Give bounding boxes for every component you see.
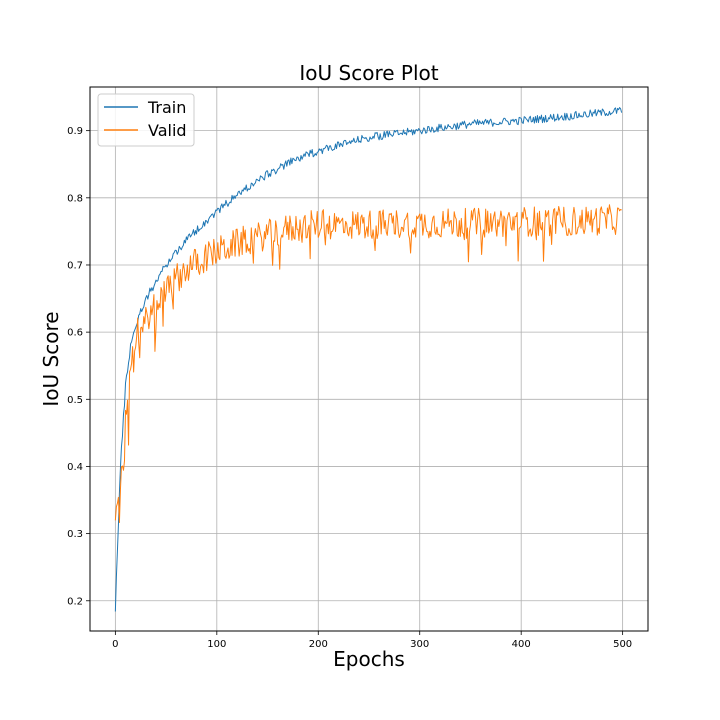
y-tick-label: 0.3: [67, 529, 83, 540]
x-tick-label: 400: [512, 639, 531, 650]
legend: Train Valid: [97, 93, 195, 147]
chart-title: IoU Score Plot: [299, 61, 438, 85]
legend-label-train: Train: [147, 98, 186, 117]
ticks: 0 100 200 300 400 500 0.2 0.3 0.4 0.5 0.6 0.7 0.8 0.9: [67, 126, 632, 650]
legend-label-valid: Valid: [148, 121, 187, 140]
y-axis-label: IoU Score: [39, 311, 63, 406]
y-tick-label: 0.9: [67, 126, 83, 137]
x-tick-label: 0: [112, 639, 118, 650]
y-tick-label: 0.4: [67, 462, 83, 473]
x-tick-label: 300: [410, 639, 429, 650]
y-tick-label: 0.7: [67, 260, 83, 271]
x-tick-label: 200: [309, 639, 328, 650]
x-tick-label: 500: [613, 639, 632, 650]
y-tick-label: 0.2: [67, 596, 83, 607]
series-line-valid: [114, 204, 622, 523]
series-layer: [114, 107, 623, 612]
x-tick-label: 100: [207, 639, 226, 650]
plot-frame: [89, 86, 649, 632]
grid: [90, 87, 648, 631]
y-tick-label: 0.8: [67, 193, 83, 204]
y-tick-label: 0.6: [67, 328, 83, 339]
y-tick-label: 0.5: [67, 395, 83, 406]
x-axis-label: Epochs: [333, 647, 405, 671]
series-line-train: [114, 107, 623, 612]
